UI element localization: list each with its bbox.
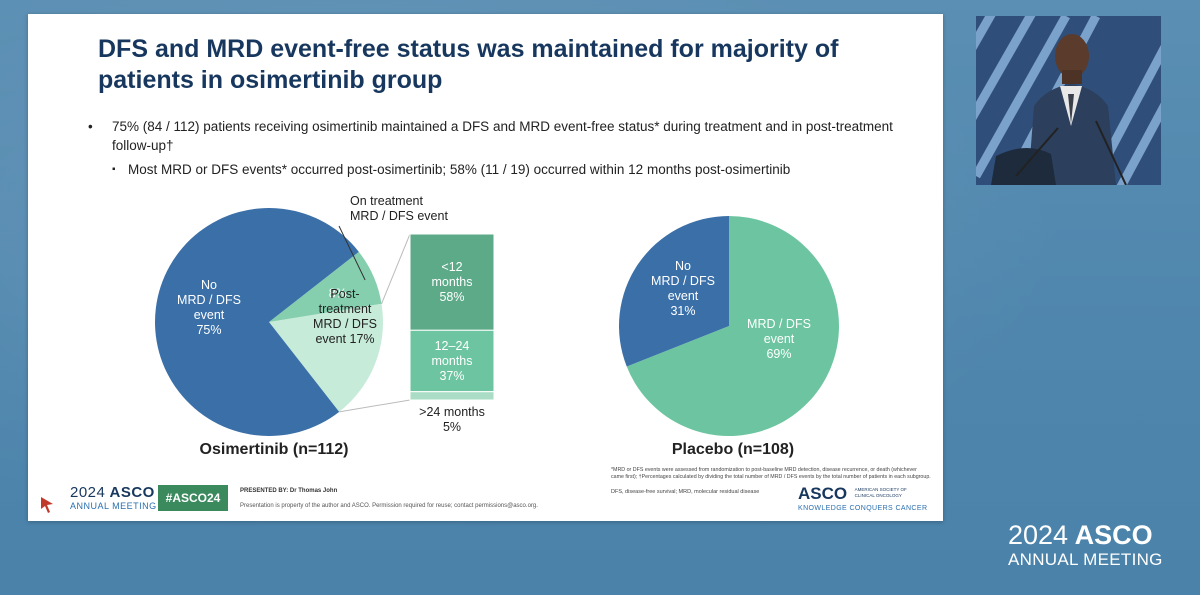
bar-segment-12-months <box>409 233 495 331</box>
bottom-logo-name: ASCO <box>1074 520 1153 550</box>
bottom-logo-year: 2024 <box>1008 520 1069 550</box>
pointer-cursor-icon <box>41 497 53 513</box>
asco-tagline: KNOWLEDGE CONQUERS CANCER <box>798 505 928 512</box>
charts-area: No MRD / DFS event 75% 8%Post-treatment MRD /… <box>155 194 839 458</box>
logo-subtitle: ANNUAL MEETING <box>70 501 157 511</box>
asco-annual-meeting-logo: 2024 ASCO ANNUAL MEETING <box>70 484 157 511</box>
footnote: *MRD or DFS events were assessed from ra… <box>611 467 931 480</box>
hashtag-badge: #ASCO24 <box>158 485 228 511</box>
pie-label-no-event: No MRD / DFS event 75% <box>177 278 241 337</box>
bullet-item-2: ▪ Most MRD or DFS events* occurred post-… <box>88 160 928 179</box>
callout-line-on-treatment <box>338 225 366 281</box>
presenter-name: Dr Thomas John <box>289 488 338 494</box>
bullet-text-1: 75% (84 / 112) patients receiving osimer… <box>112 119 893 153</box>
zoom-line-top <box>381 233 411 304</box>
logo-name: ASCO <box>109 484 155 501</box>
pie-slice-post-treatment-event <box>269 303 383 412</box>
bar-segment-12-24-months <box>409 329 495 393</box>
pie-label-post-treatment: Post-treatment MRD / DFS event 17% <box>313 287 377 346</box>
asco-society-fullname: AMERICAN SOCIETY OF CLINICAL ONCOLOGY <box>854 487 907 498</box>
logo-year: 2024 <box>70 484 106 501</box>
abbreviations: DFS, disease-free survival; MRD, molecul… <box>611 489 760 495</box>
pie-label-placebo-no-event: No MRD / DFS event 31% <box>651 259 715 318</box>
zoom-line-bottom <box>339 399 411 413</box>
bottom-logo-subtitle: ANNUAL MEETING <box>1008 550 1163 569</box>
pie-slice-on-treatment-event <box>269 251 382 322</box>
asco-society-logo: ASCO AMERICAN SOCIETY OF CLINICAL ONCOLO… <box>798 484 938 512</box>
callout-label-on-treatment: On treatment MRD / DFS event <box>350 194 448 223</box>
bullet-item-1: • 75% (84 / 112) patients receiving osim… <box>88 117 928 155</box>
pie-slice-placebo-no-event <box>619 216 729 367</box>
speaker-video-image <box>976 16 1161 185</box>
bar-label-24-months: >24 months 5% <box>419 405 485 434</box>
property-note: Presentation is property of the author a… <box>240 503 538 509</box>
presentation-slide: DFS and MRD event-free status was mainta… <box>28 14 943 521</box>
bullet-text-2: Most MRD or DFS events* occurred post-os… <box>128 162 791 177</box>
bar-label-12-months: <12 months 58% <box>432 260 473 304</box>
pie-label-on-treatment: 8% <box>329 287 347 301</box>
pie-slice-placebo-event <box>626 216 839 436</box>
speaker-video <box>976 16 1161 185</box>
presented-label: PRESENTED BY: <box>240 488 289 494</box>
slide-title: DFS and MRD event-free status was mainta… <box>98 35 839 94</box>
pie-slice-no-event <box>155 207 359 436</box>
bar-segment-24-months <box>409 391 495 401</box>
pie-title-osimertinib: Osimertinib (n=112) <box>200 441 349 458</box>
bottom-asco-logo: 2024 ASCO ANNUAL MEETING <box>1008 520 1163 570</box>
asco-society-name: ASCO <box>798 484 848 503</box>
pie-title-placebo: Placebo (n=108) <box>672 441 794 458</box>
bar-label-12-24-months: 12–24 months 37% <box>432 339 473 383</box>
bullet-dot: • <box>88 119 93 134</box>
pie-label-placebo-event: MRD / DFS event 69% <box>747 317 811 361</box>
bullet-list: • 75% (84 / 112) patients receiving osim… <box>88 117 928 179</box>
presented-by: PRESENTED BY: Dr Thomas John <box>240 488 337 494</box>
bullet-square: ▪ <box>112 164 116 175</box>
